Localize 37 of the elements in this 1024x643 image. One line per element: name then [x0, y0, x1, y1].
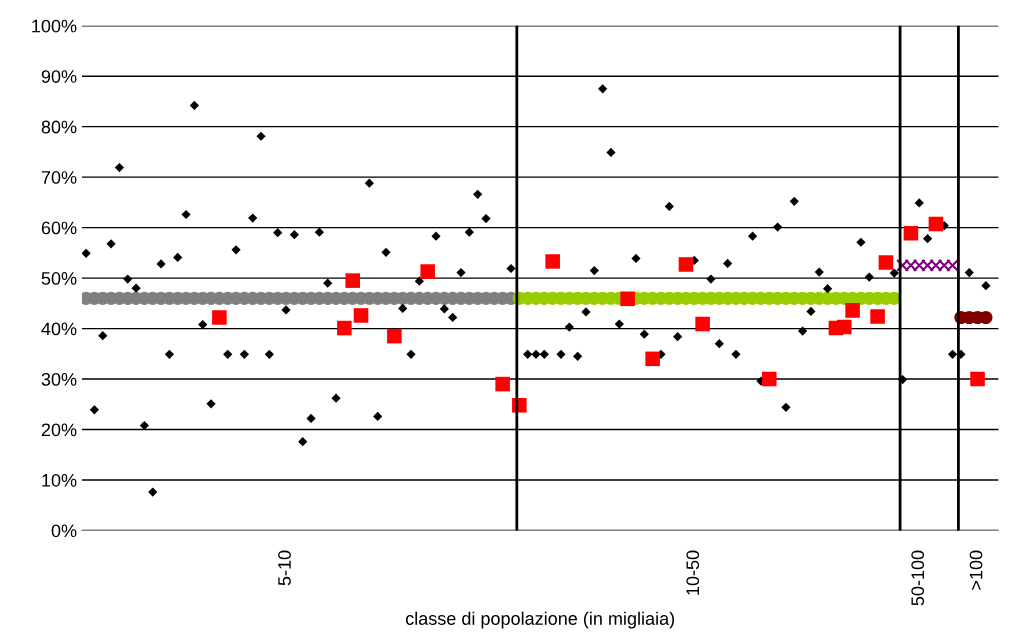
point — [337, 320, 352, 336]
x-axis-title: classe di popolazione (in migliaia) — [405, 611, 675, 629]
point — [836, 319, 852, 335]
y-tick-label: 90% — [41, 70, 77, 83]
y-tick-label: 40% — [41, 322, 77, 336]
x-tick-label: 10-50 — [686, 550, 700, 595]
y-tick-label: 10% — [42, 473, 77, 487]
point — [353, 308, 369, 323]
point — [678, 257, 694, 272]
point — [387, 328, 402, 344]
point — [928, 216, 944, 232]
point — [979, 310, 993, 325]
point — [845, 303, 860, 318]
point — [645, 351, 660, 367]
y-tick-label: 80% — [41, 120, 77, 134]
y-tick-label: 100% — [32, 19, 77, 33]
point — [970, 371, 985, 387]
y-tick-label: 60% — [41, 221, 77, 235]
x-tick-label: >100 — [969, 550, 983, 590]
y-tick-label: 20% — [41, 423, 77, 437]
x-tick-label: 50-100 — [911, 550, 925, 606]
point — [878, 255, 894, 270]
x-tick-label: 5-10 — [278, 550, 291, 586]
point — [420, 264, 435, 279]
point — [495, 376, 510, 392]
y-tick-label: 0% — [51, 524, 77, 538]
point — [545, 254, 560, 269]
point — [620, 291, 635, 307]
point — [762, 371, 777, 387]
point — [345, 273, 360, 288]
point — [870, 309, 885, 324]
point — [903, 225, 919, 241]
y-tick-label: 70% — [41, 171, 77, 184]
point — [212, 310, 227, 325]
y-tick-label: 30% — [41, 372, 77, 386]
y-tick-label: 50% — [41, 272, 77, 285]
point — [695, 316, 710, 332]
